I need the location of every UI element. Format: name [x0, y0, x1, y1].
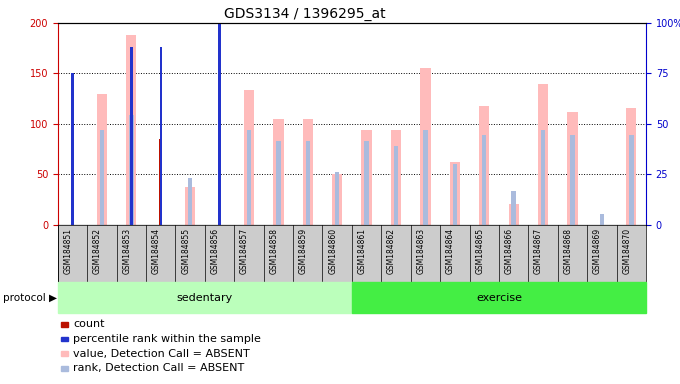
- Bar: [364, 141, 369, 225]
- Text: GSM184863: GSM184863: [416, 227, 426, 274]
- Bar: [423, 130, 428, 225]
- Bar: [420, 68, 430, 225]
- Text: GSM184862: GSM184862: [387, 227, 396, 273]
- Bar: [332, 174, 342, 225]
- Bar: [567, 112, 577, 225]
- Bar: [130, 47, 133, 225]
- Text: GSM184856: GSM184856: [211, 227, 220, 274]
- Bar: [160, 47, 162, 225]
- Text: GSM184867: GSM184867: [534, 227, 543, 274]
- Text: GSM184859: GSM184859: [299, 227, 308, 274]
- Bar: [453, 164, 457, 225]
- Bar: [479, 106, 490, 225]
- Bar: [509, 205, 519, 225]
- Bar: [58, 282, 352, 313]
- Text: GSM184866: GSM184866: [505, 227, 513, 274]
- Bar: [629, 135, 634, 225]
- Bar: [352, 282, 646, 313]
- Bar: [303, 119, 313, 225]
- Bar: [600, 214, 604, 225]
- Bar: [247, 130, 251, 225]
- Bar: [391, 130, 401, 225]
- Text: GSM184870: GSM184870: [622, 227, 631, 274]
- Text: GSM184854: GSM184854: [152, 227, 160, 274]
- Text: GSM184860: GSM184860: [328, 227, 337, 274]
- Bar: [188, 178, 192, 225]
- Bar: [626, 108, 636, 225]
- Text: GSM184855: GSM184855: [181, 227, 190, 274]
- Bar: [394, 146, 398, 225]
- Bar: [130, 119, 133, 225]
- Bar: [541, 130, 545, 225]
- Bar: [218, 23, 221, 225]
- Text: GSM184858: GSM184858: [269, 227, 278, 273]
- Text: GSM184851: GSM184851: [63, 227, 73, 273]
- Text: rank, Detection Call = ABSENT: rank, Detection Call = ABSENT: [73, 363, 244, 373]
- Bar: [218, 89, 221, 225]
- Bar: [126, 35, 137, 225]
- Text: protocol ▶: protocol ▶: [3, 293, 57, 303]
- Text: exercise: exercise: [476, 293, 522, 303]
- Text: GSM184853: GSM184853: [122, 227, 131, 274]
- Text: GSM184865: GSM184865: [475, 227, 484, 274]
- Text: GSM184864: GSM184864: [446, 227, 455, 274]
- Bar: [159, 139, 163, 225]
- Text: GSM184869: GSM184869: [593, 227, 602, 274]
- Bar: [511, 191, 516, 225]
- Bar: [244, 89, 254, 225]
- Bar: [362, 130, 372, 225]
- Bar: [129, 115, 133, 225]
- Bar: [273, 119, 284, 225]
- Bar: [185, 187, 195, 225]
- Bar: [335, 172, 339, 225]
- Title: GDS3134 / 1396295_at: GDS3134 / 1396295_at: [224, 7, 386, 21]
- Text: percentile rank within the sample: percentile rank within the sample: [73, 334, 261, 344]
- Text: GSM184861: GSM184861: [358, 227, 367, 273]
- Bar: [449, 162, 460, 225]
- Text: count: count: [73, 319, 105, 329]
- Bar: [97, 94, 107, 225]
- Bar: [538, 84, 548, 225]
- Bar: [482, 135, 486, 225]
- Text: value, Detection Call = ABSENT: value, Detection Call = ABSENT: [73, 349, 250, 359]
- Text: GSM184852: GSM184852: [93, 227, 102, 273]
- Bar: [100, 130, 104, 225]
- Bar: [305, 141, 310, 225]
- Bar: [276, 141, 281, 225]
- Bar: [71, 73, 73, 225]
- Text: GSM184857: GSM184857: [240, 227, 249, 274]
- Text: sedentary: sedentary: [177, 293, 233, 303]
- Text: GSM184868: GSM184868: [564, 227, 573, 273]
- Bar: [71, 136, 74, 225]
- Bar: [571, 135, 575, 225]
